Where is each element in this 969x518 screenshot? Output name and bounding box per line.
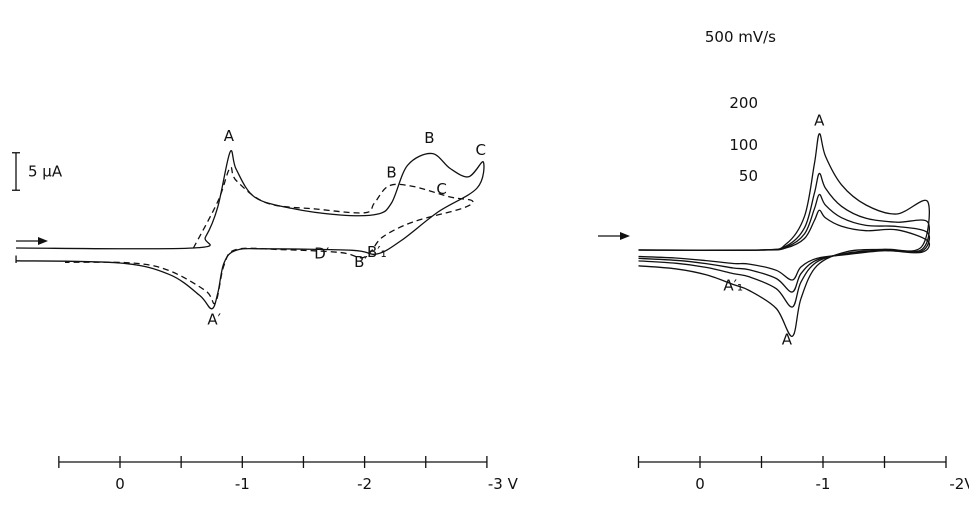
voltammogram-trace-200: [638, 172, 930, 308]
scan-rate-label: 500 mV/s: [705, 28, 776, 46]
voltammogram-solid-trace: [15, 150, 485, 310]
peak-label: A: [224, 127, 235, 145]
voltammogram-trace-500: [638, 133, 930, 337]
right-x-tick-label: -2V: [949, 475, 969, 493]
voltammogram-dashed-trace: [64, 166, 474, 305]
scan-direction-arrow-right: [598, 232, 630, 240]
peak-label: A: [814, 112, 825, 130]
left-x-tick-label: -2: [357, 475, 372, 493]
scan-rate-label: 100: [729, 136, 758, 154]
scan-rate-label: 200: [729, 94, 758, 112]
peak-label: A′: [782, 331, 796, 349]
current-scale-bar: 5 μA: [12, 152, 63, 191]
right-x-tick-label: 0: [695, 475, 705, 493]
left-x-tick-label: 0: [115, 475, 125, 493]
right-voltammogram: 0 -1 -2V 500 mV/s 200 100 50 A A′ A′₁: [598, 28, 969, 493]
left-x-tick-label: -1: [235, 475, 250, 493]
peak-label: D′: [314, 245, 330, 263]
right-x-tick-label: -1: [816, 475, 831, 493]
scan-rate-label: 50: [739, 167, 758, 185]
peak-label: A′₁: [723, 277, 743, 295]
peak-label: B: [386, 164, 396, 182]
peak-label: B′: [354, 253, 368, 271]
peak-label: C: [436, 180, 446, 198]
left-x-tick-label: -3 V: [488, 475, 519, 493]
peak-label: A′: [207, 311, 221, 329]
peak-label: B′₁: [367, 243, 387, 261]
peak-label: C: [476, 141, 486, 159]
scale-bar-label: 5 μA: [28, 163, 63, 181]
left-voltammogram: 0 -1 -2 -3 V 5 μA A B C B C D′ B′B′₁ A′: [12, 127, 519, 493]
voltammogram-trace-100: [638, 193, 930, 293]
scan-direction-arrow: [16, 237, 48, 245]
voltammogram-trace-50: [638, 209, 930, 281]
peak-label: B: [424, 129, 434, 147]
